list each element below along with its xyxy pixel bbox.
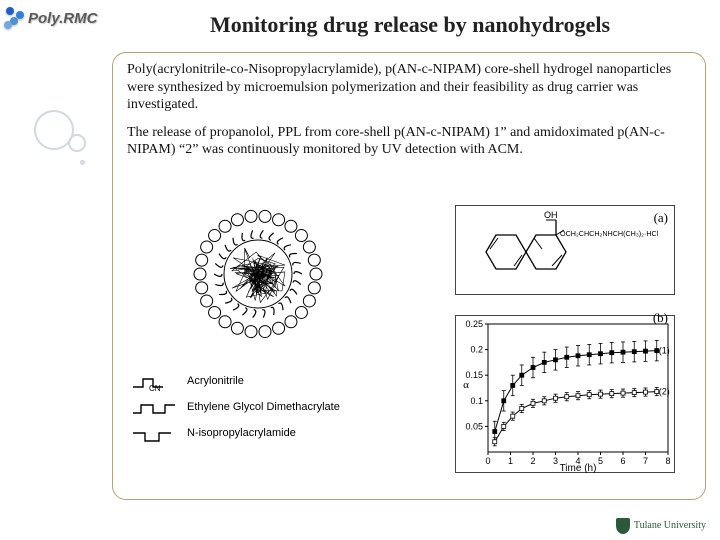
- chart-svg: 0123456780.050.10.150.20.25Time (h)α(1)(…: [456, 316, 676, 474]
- legend-row-2: Ethylene Glycol Dimethacrylate: [131, 399, 391, 419]
- legend-label-2: Ethylene Glycol Dimethacrylate: [187, 399, 340, 413]
- legend-label-3: N-isopropylacrylamide: [187, 425, 296, 439]
- panel-label-b: (b): [653, 310, 668, 326]
- legend-symbol-egdma: [131, 399, 179, 419]
- svg-text:3: 3: [553, 456, 558, 466]
- panel-label-a: (a): [654, 210, 668, 226]
- svg-text:OCH₂CHCH₂NHCH(CH₃)₂·HCl: OCH₂CHCH₂NHCH(CH₃)₂·HCl: [560, 229, 659, 238]
- svg-text:7: 7: [643, 456, 648, 466]
- svg-text:8: 8: [665, 456, 670, 466]
- molecule-svg: OH OCH₂CHCH₂NHCH(CH₃)₂·HCl: [456, 206, 676, 296]
- svg-text:CN: CN: [149, 384, 161, 393]
- molecule-panel: (a) OH OCH₂CHCH₂NHCH(CH₃)₂·HCl: [455, 205, 675, 295]
- svg-text:5: 5: [598, 456, 603, 466]
- header-logo: Poly.RMC: [4, 4, 104, 32]
- legend: CN Acrylonitrile Ethylene Glycol Dimetha…: [131, 373, 391, 451]
- legend-label-1: Acrylonitrile: [187, 373, 244, 387]
- logo-text: Poly.RMC: [28, 10, 97, 27]
- svg-text:Time (h): Time (h): [560, 463, 597, 474]
- svg-text:OH: OH: [544, 210, 558, 220]
- svg-text:1: 1: [508, 456, 513, 466]
- paragraph-1: Poly(acrylonitrile-co-Nisopropylacrylami…: [127, 61, 691, 114]
- nanoparticle-diagram: [193, 209, 323, 339]
- svg-text:0.2: 0.2: [470, 345, 483, 355]
- legend-row-3: N-isopropylacrylamide: [131, 425, 391, 445]
- svg-text:(1): (1): [659, 346, 670, 356]
- figure-row: CN Acrylonitrile Ethylene Glycol Dimetha…: [123, 203, 695, 491]
- content-box: Poly(acrylonitrile-co-Nisopropylacrylami…: [112, 52, 706, 500]
- svg-text:α: α: [463, 379, 469, 391]
- svg-text:(2): (2): [659, 387, 670, 397]
- svg-text:0.25: 0.25: [465, 319, 483, 329]
- paragraph-2: The release of propanolol, PPL from core…: [127, 124, 691, 159]
- svg-text:6: 6: [620, 456, 625, 466]
- page-title: Monitoring drug release by nanohydrogels: [120, 12, 700, 38]
- logo-dots: [4, 7, 26, 29]
- footer-uni-text: Tulane University: [634, 521, 706, 531]
- svg-text:0.05: 0.05: [465, 421, 483, 431]
- legend-symbol-nipam: [131, 425, 179, 445]
- footer-logo: Tulane University: [616, 518, 706, 534]
- shield-icon: [616, 518, 630, 534]
- svg-text:0: 0: [485, 456, 490, 466]
- legend-row-1: CN Acrylonitrile: [131, 373, 391, 393]
- legend-symbol-acrylonitrile: CN: [131, 373, 179, 393]
- chart-panel: (b) 0123456780.050.10.150.20.25Time (h)α…: [455, 315, 675, 473]
- svg-text:0.1: 0.1: [470, 396, 483, 406]
- svg-text:2: 2: [530, 456, 535, 466]
